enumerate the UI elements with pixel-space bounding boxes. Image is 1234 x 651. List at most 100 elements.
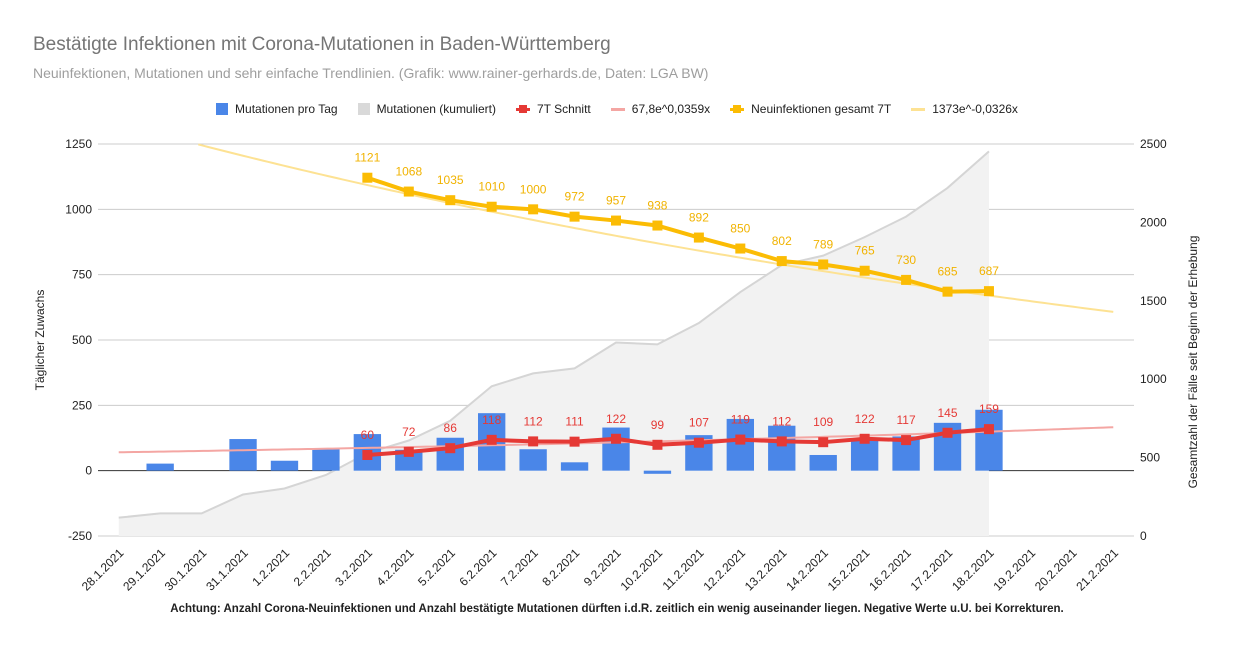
legend-swatch xyxy=(216,103,229,115)
y2-tick-label: 1000 xyxy=(1140,372,1167,386)
y2-tick-label: 2000 xyxy=(1140,215,1167,229)
bar xyxy=(395,449,423,471)
schnitt-7t-data-label: 145 xyxy=(938,406,958,420)
neuinfektionen-point xyxy=(652,220,663,231)
neuinfektionen-data-label: 1035 xyxy=(437,173,464,187)
bar xyxy=(726,418,754,471)
bar xyxy=(229,439,257,471)
neuinfektionen-data-label: 1000 xyxy=(520,182,547,196)
legend-label: 1373e^-0,0326x xyxy=(932,102,1018,116)
legend-item-neuinfektionen[interactable]: Neuinfektionen gesamt 7T xyxy=(730,102,891,116)
neuinfektionen-point xyxy=(901,274,912,285)
x-tick-label: 18.2.2021 xyxy=(949,546,997,594)
schnitt-7t-point xyxy=(528,436,539,447)
y-axis-label: Täglicher Zuwachs xyxy=(33,290,47,391)
y2-axis-label: Gesamtzahl der Fälle seit Beginn der Erh… xyxy=(1186,236,1200,489)
legend-label: Mutationen (kumuliert) xyxy=(376,102,496,116)
chart-title: Bestätigte Infektionen mit Corona-Mutati… xyxy=(33,34,611,55)
bar xyxy=(975,409,1003,471)
neuinfektionen-data-label: 957 xyxy=(606,194,626,208)
neuinfektionen-data-label: 1121 xyxy=(354,151,380,165)
neuinfektionen-data-label: 687 xyxy=(979,264,999,278)
schnitt-7t-point xyxy=(652,439,663,450)
neuinfektionen-data-label: 850 xyxy=(730,222,750,236)
schnitt-7t-data-label: 60 xyxy=(361,428,375,442)
neuinfektionen-data-label: 972 xyxy=(565,190,585,204)
schnitt-7t-point xyxy=(403,446,414,457)
bar xyxy=(312,448,340,471)
bar xyxy=(809,454,837,471)
legend-swatch xyxy=(730,104,745,113)
legend-item-trend-neuinfektionen[interactable]: 1373e^-0,0326x xyxy=(911,102,1018,116)
x-tick-label: 11.2.2021 xyxy=(660,546,707,593)
x-tick-label: 13.2.2021 xyxy=(742,546,790,594)
legend-item-7t-schnitt[interactable]: 7T Schnitt xyxy=(515,102,591,116)
neuinfektionen-data-label: 1010 xyxy=(478,180,505,194)
x-tick-label: 6.2.2021 xyxy=(457,546,500,589)
legend-label: Mutationen pro Tag xyxy=(235,102,338,116)
schnitt-7t-point xyxy=(611,433,621,444)
schnitt-7t-point xyxy=(445,443,456,454)
neuinfektionen-point xyxy=(486,201,497,212)
neuinfektionen-data-label: 938 xyxy=(647,199,667,213)
neuinfektionen-point xyxy=(818,259,829,270)
bar xyxy=(643,470,672,474)
bar xyxy=(436,437,464,471)
schnitt-7t-point xyxy=(735,434,746,445)
x-tick-label: 12.2.2021 xyxy=(700,546,748,594)
schnitt-7t-data-label: 99 xyxy=(651,418,665,432)
x-tick-label: 17.2.2021 xyxy=(908,546,956,594)
y-tick-label: 750 xyxy=(72,268,92,282)
neuinfektionen-point xyxy=(735,243,746,254)
neuinfektionen-point xyxy=(403,186,414,197)
x-tick-label: 30.1.2021 xyxy=(162,546,210,594)
schnitt-7t-data-label: 109 xyxy=(813,415,833,429)
legend-item-mutationen-kumuliert[interactable]: Mutationen (kumuliert) xyxy=(357,102,496,116)
y-tick-label: 250 xyxy=(72,398,92,412)
schnitt-7t-point xyxy=(859,433,870,444)
x-tick-label: 3.2.2021 xyxy=(332,546,375,589)
x-tick-label: 31.1.2021 xyxy=(203,546,251,594)
bar xyxy=(146,463,174,471)
x-tick-label: 21.2.2021 xyxy=(1073,546,1121,594)
neuinfektionen-point xyxy=(569,211,580,222)
x-tick-label: 16.2.2021 xyxy=(866,546,914,594)
neuinfektionen-point xyxy=(859,265,870,276)
legend-item-mutationen-pro-tag[interactable]: Mutationen pro Tag xyxy=(216,102,338,116)
schnitt-7t-point xyxy=(486,434,497,445)
bar xyxy=(768,425,796,471)
schnitt-7t-data-label: 111 xyxy=(565,415,584,429)
bar xyxy=(519,449,547,471)
x-tick-label: 28.1.2021 xyxy=(79,546,127,594)
schnitt-7t-data-label: 107 xyxy=(689,416,709,430)
schnitt-7t-point xyxy=(693,437,704,448)
x-tick-label: 15.2.2021 xyxy=(825,546,873,594)
y-tick-label: 1000 xyxy=(65,202,92,216)
neuinfektionen-point xyxy=(611,215,621,226)
footnote: Achtung: Anzahl Corona-Neuinfektionen un… xyxy=(170,603,1064,615)
neuinfektionen-data-label: 730 xyxy=(896,253,916,267)
schnitt-7t-point xyxy=(569,436,580,447)
y-tick-label: 1250 xyxy=(65,137,92,151)
x-tick-label: 7.2.2021 xyxy=(498,546,541,589)
y2-tick-label: 2500 xyxy=(1140,137,1167,151)
neuinfektionen-data-label: 765 xyxy=(855,244,875,258)
schnitt-7t-data-label: 122 xyxy=(855,412,875,426)
schnitt-7t-point xyxy=(901,435,912,446)
x-tick-label: 20.2.2021 xyxy=(1032,546,1080,594)
y-tick-label: 500 xyxy=(72,333,92,347)
neuinfektionen-point xyxy=(942,286,953,297)
legend-label: 7T Schnitt xyxy=(536,102,591,116)
legend-item-trend-mutationen[interactable]: 67,8e^0,0359x xyxy=(610,102,710,116)
schnitt-7t-point xyxy=(942,427,953,438)
schnitt-7t-data-label: 86 xyxy=(444,421,458,435)
schnitt-7t-data-label: 112 xyxy=(772,414,791,428)
neuinfektionen-data-label: 1068 xyxy=(395,165,422,179)
y2-tick-label: 500 xyxy=(1140,451,1160,465)
x-tick-label: 1.2.2021 xyxy=(249,546,292,589)
schnitt-7t-point xyxy=(362,449,373,460)
bar xyxy=(560,462,589,471)
schnitt-7t-line xyxy=(367,427,990,457)
neuinfektionen-point xyxy=(528,204,539,215)
